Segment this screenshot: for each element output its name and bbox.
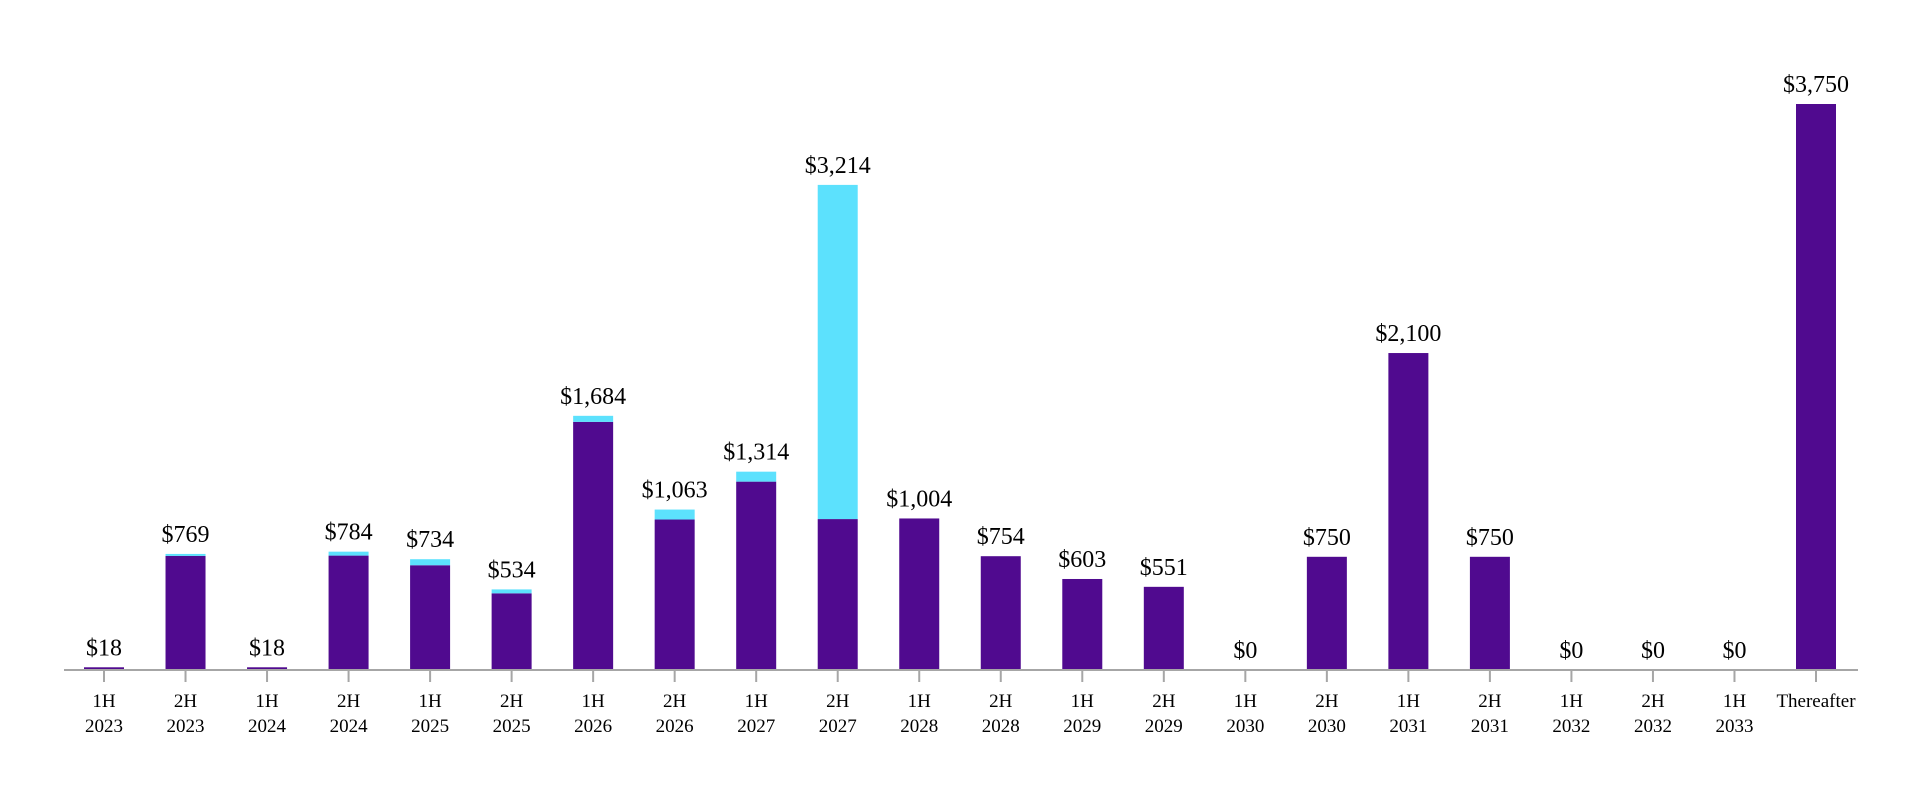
value-label: $1,063 <box>642 478 708 504</box>
bar-segment-0-13 <box>1143 586 1184 670</box>
bar-segment-0-5 <box>491 593 532 670</box>
bar-segment-0-17 <box>1469 556 1510 670</box>
x-tick-label: 2028 <box>982 716 1020 737</box>
x-tick-label: 2032 <box>1552 716 1590 737</box>
x-tick-label: 2025 <box>411 716 449 737</box>
value-label: $0 <box>1641 638 1665 664</box>
x-tick-label: 2H <box>826 691 850 712</box>
bar-segment-0-16 <box>1388 353 1429 670</box>
x-tick-label: 2H <box>989 691 1013 712</box>
value-label: $18 <box>249 635 285 661</box>
bar-segment-0-2 <box>247 667 288 670</box>
x-tick-label: 1H <box>1397 691 1421 712</box>
bar-segment-0-12 <box>1062 578 1103 670</box>
x-tick-label: 2024 <box>248 716 287 737</box>
x-tick-label: 2029 <box>1063 716 1101 737</box>
bar-segment-1-3 <box>328 551 369 556</box>
value-label: $3,750 <box>1783 72 1849 98</box>
bar-segment-0-10 <box>899 518 940 670</box>
x-tick-label: 2H <box>663 691 687 712</box>
x-tick-label: 2H <box>1152 691 1176 712</box>
bar-segment-1-1 <box>165 553 206 556</box>
x-tick-label: 2H <box>1478 691 1502 712</box>
bar-segment-1-8 <box>736 471 777 482</box>
x-tick-label: 2029 <box>1145 716 1183 737</box>
x-tick-label: 2025 <box>493 716 531 737</box>
x-tick-label: 2H <box>174 691 198 712</box>
x-tick-label: 1H <box>1723 691 1747 712</box>
x-tick-label: 2027 <box>737 716 775 737</box>
value-label: $18 <box>86 635 122 661</box>
x-tick-label: 2H <box>1315 691 1339 712</box>
bar-segment-0-9 <box>817 519 858 670</box>
value-label: $734 <box>406 527 454 553</box>
x-tick-label: 2030 <box>1308 716 1346 737</box>
bar-segment-0-15 <box>1306 556 1347 670</box>
x-tick-label: 2033 <box>1715 716 1753 737</box>
x-tick-label: 1H <box>908 691 932 712</box>
value-label: $0 <box>1559 638 1583 664</box>
x-tick-label: 1H <box>1560 691 1584 712</box>
x-tick-label: Thereafter <box>1776 691 1856 712</box>
value-labels: $18 $769 $18 $784 $734 $534 $1,684 $1,063 $1,314… <box>86 72 1849 664</box>
value-label: $534 <box>488 557 536 583</box>
bar-segment-1-9 <box>817 184 858 520</box>
bar-segment-1-7 <box>654 509 695 520</box>
bar-segment-0-8 <box>736 481 777 670</box>
bar-segment-1-5 <box>491 589 532 594</box>
value-label: $603 <box>1058 547 1106 573</box>
value-label: $551 <box>1140 555 1188 581</box>
bar-segment-0-1 <box>165 555 206 670</box>
value-label: $1,004 <box>886 486 952 512</box>
value-label: $1,314 <box>723 440 789 466</box>
value-label: $754 <box>977 524 1025 550</box>
x-tick-label: 2031 <box>1389 716 1427 737</box>
x-tick-label: 1H <box>92 691 116 712</box>
bar-segment-0-7 <box>654 519 695 670</box>
x-tick-label: 1H <box>418 691 442 712</box>
bar-segment-1-4 <box>410 559 451 566</box>
x-tick-label: 2032 <box>1634 716 1672 737</box>
x-tick-label: 2031 <box>1471 716 1509 737</box>
bar-segment-0-3 <box>328 555 369 670</box>
x-tick-label: 2030 <box>1226 716 1264 737</box>
x-tick-label: 2027 <box>819 716 857 737</box>
x-tick-label: 2026 <box>656 716 694 737</box>
x-tick-label: 1H <box>582 691 606 712</box>
x-tick-label: 1H <box>255 691 279 712</box>
x-tick-label: 1H <box>745 691 769 712</box>
x-tick-label: 2H <box>1641 691 1665 712</box>
x-tick-label: 1H <box>1071 691 1095 712</box>
value-label: $784 <box>325 520 373 546</box>
value-label: $750 <box>1303 525 1351 551</box>
x-tick-label: 2023 <box>167 716 205 737</box>
value-label: $3,214 <box>805 153 871 179</box>
value-label: $0 <box>1722 638 1746 664</box>
bar-segment-0-21 <box>1796 104 1836 670</box>
bar-segment-0-0 <box>84 667 124 670</box>
bar-segment-1-6 <box>573 415 614 422</box>
bar-segment-0-6 <box>573 421 614 670</box>
x-tick-label: 1H <box>1234 691 1258 712</box>
value-label: $2,100 <box>1375 321 1441 347</box>
x-tick-label: 2026 <box>574 716 612 737</box>
bar-segment-0-11 <box>980 556 1021 670</box>
value-label: $1,684 <box>560 384 626 410</box>
value-label: $769 <box>162 522 210 548</box>
x-tick-label: 2028 <box>900 716 938 737</box>
x-tick-label: 2023 <box>85 716 123 737</box>
x-tick-label: 2024 <box>330 716 369 737</box>
bar-segment-0-4 <box>410 565 451 670</box>
x-ticks: 1H 2023 2H 2023 1H 2024 2H 2024 1H 2025 2H 2025 1H 20… <box>85 670 1856 737</box>
x-tick-label: 2H <box>500 691 524 712</box>
value-label: $0 <box>1233 638 1257 664</box>
x-tick-label: 2H <box>337 691 361 712</box>
value-label: $750 <box>1466 525 1514 551</box>
bars <box>84 104 1836 670</box>
